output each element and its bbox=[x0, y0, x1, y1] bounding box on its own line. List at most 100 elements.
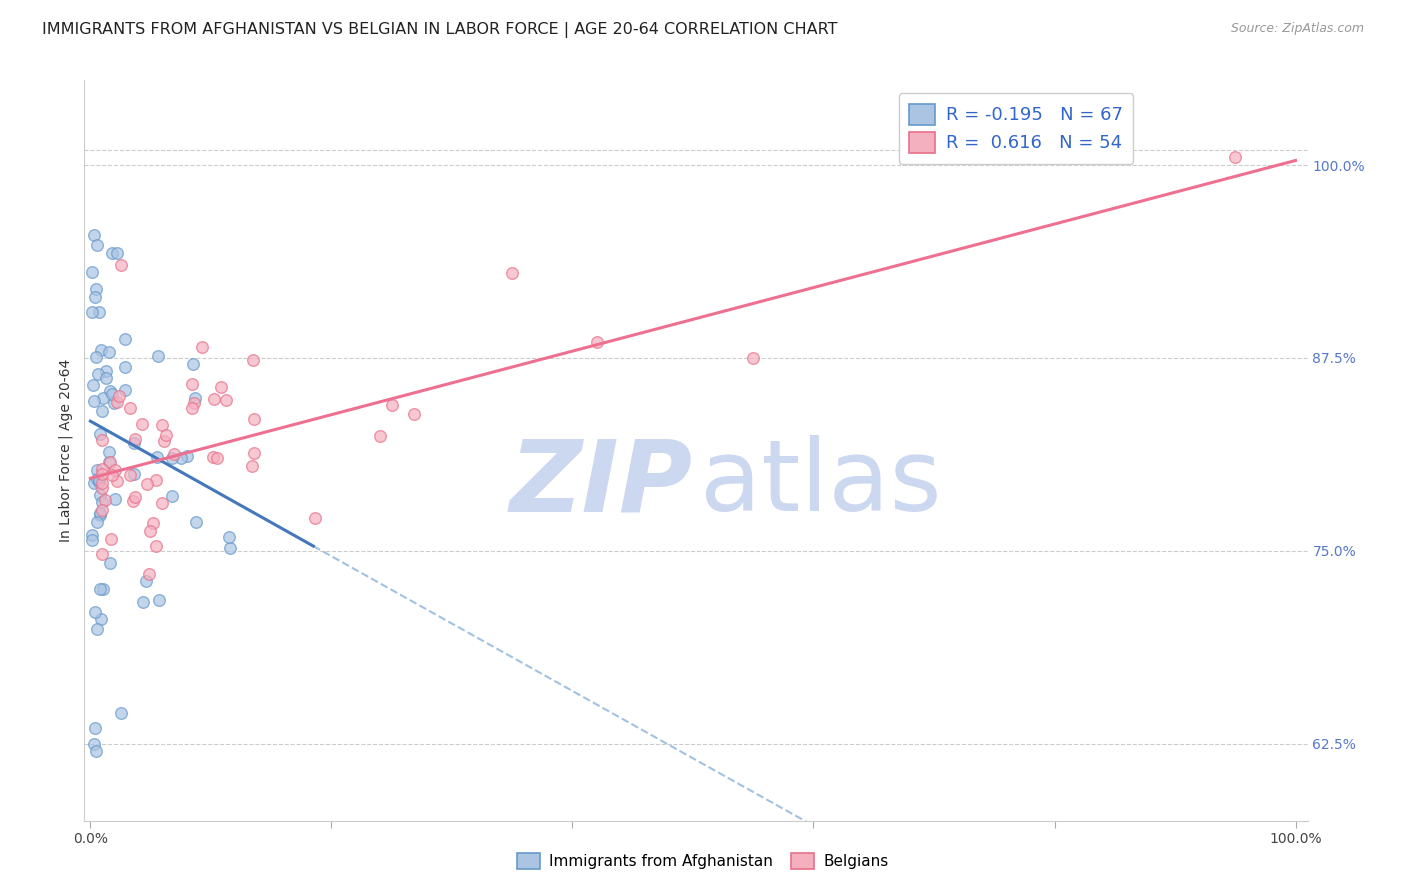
Point bbox=[368, 429, 391, 443]
Point bbox=[110, 706, 132, 720]
Point bbox=[138, 567, 160, 582]
Point bbox=[83, 227, 105, 242]
Point bbox=[89, 506, 111, 520]
Point bbox=[105, 395, 128, 409]
Point bbox=[86, 238, 108, 252]
Point bbox=[89, 508, 111, 523]
Point bbox=[501, 266, 523, 280]
Point bbox=[145, 539, 167, 553]
Point bbox=[91, 547, 114, 561]
Point bbox=[190, 340, 212, 354]
Point bbox=[104, 463, 127, 477]
Point bbox=[240, 459, 263, 474]
Point bbox=[132, 595, 155, 609]
Point bbox=[136, 476, 159, 491]
Point bbox=[86, 281, 108, 295]
Point bbox=[148, 592, 170, 607]
Point bbox=[122, 467, 145, 482]
Point bbox=[105, 245, 128, 260]
Point bbox=[89, 473, 111, 487]
Point bbox=[89, 427, 111, 442]
Point bbox=[176, 449, 198, 463]
Point bbox=[170, 451, 193, 466]
Point bbox=[215, 393, 238, 408]
Point bbox=[83, 737, 105, 751]
Point bbox=[80, 528, 103, 542]
Y-axis label: In Labor Force | Age 20-64: In Labor Force | Age 20-64 bbox=[59, 359, 73, 542]
Point bbox=[218, 530, 240, 544]
Point bbox=[381, 398, 404, 412]
Point bbox=[103, 396, 125, 410]
Point bbox=[150, 417, 173, 432]
Point bbox=[91, 462, 114, 476]
Point bbox=[87, 304, 110, 318]
Point bbox=[131, 417, 153, 432]
Point bbox=[114, 383, 136, 397]
Point bbox=[124, 491, 146, 505]
Point bbox=[118, 468, 141, 483]
Point bbox=[100, 455, 122, 469]
Point bbox=[100, 556, 122, 570]
Point bbox=[84, 605, 107, 619]
Point bbox=[163, 447, 186, 461]
Point bbox=[145, 473, 167, 487]
Point bbox=[82, 377, 104, 392]
Point bbox=[155, 428, 177, 442]
Point bbox=[122, 436, 145, 450]
Point bbox=[86, 473, 108, 487]
Point bbox=[100, 533, 122, 547]
Point bbox=[86, 744, 108, 758]
Point bbox=[86, 623, 108, 637]
Point bbox=[98, 445, 121, 459]
Point bbox=[135, 574, 157, 589]
Point bbox=[180, 377, 202, 392]
Point bbox=[82, 304, 104, 318]
Point bbox=[83, 475, 105, 490]
Point bbox=[183, 396, 205, 410]
Point bbox=[91, 582, 114, 596]
Point bbox=[108, 389, 131, 403]
Point bbox=[94, 371, 117, 385]
Point bbox=[150, 496, 173, 510]
Point bbox=[89, 582, 111, 597]
Point bbox=[80, 533, 103, 547]
Point bbox=[148, 350, 170, 364]
Legend: R = -0.195   N = 67, R =  0.616   N = 54: R = -0.195 N = 67, R = 0.616 N = 54 bbox=[898, 93, 1133, 163]
Point bbox=[207, 451, 229, 466]
Point bbox=[242, 411, 264, 425]
Point bbox=[186, 515, 208, 529]
Point bbox=[98, 384, 121, 398]
Point bbox=[91, 434, 114, 448]
Point bbox=[98, 345, 121, 359]
Point bbox=[202, 392, 225, 407]
Point bbox=[110, 258, 132, 272]
Point bbox=[304, 510, 326, 524]
Point bbox=[101, 246, 124, 260]
Point bbox=[91, 475, 114, 490]
Text: atlas: atlas bbox=[700, 435, 941, 533]
Point bbox=[83, 394, 105, 409]
Point bbox=[160, 489, 183, 503]
Point bbox=[114, 332, 136, 346]
Point bbox=[91, 481, 114, 495]
Point bbox=[91, 502, 114, 516]
Point bbox=[181, 357, 204, 371]
Point bbox=[160, 450, 183, 465]
Point bbox=[209, 380, 232, 394]
Point bbox=[122, 493, 145, 508]
Point bbox=[105, 475, 128, 489]
Point bbox=[101, 468, 124, 483]
Text: IMMIGRANTS FROM AFGHANISTAN VS BELGIAN IN LABOR FORCE | AGE 20-64 CORRELATION CH: IMMIGRANTS FROM AFGHANISTAN VS BELGIAN I… bbox=[42, 22, 838, 38]
Point bbox=[86, 516, 108, 530]
Point bbox=[96, 364, 118, 378]
Point bbox=[84, 290, 107, 304]
Point bbox=[84, 351, 107, 365]
Point bbox=[202, 450, 225, 465]
Point bbox=[100, 387, 122, 401]
Point bbox=[585, 335, 607, 350]
Point bbox=[87, 368, 110, 382]
Legend: Immigrants from Afghanistan, Belgians: Immigrants from Afghanistan, Belgians bbox=[510, 847, 896, 875]
Point bbox=[1225, 150, 1247, 164]
Point bbox=[152, 434, 174, 449]
Point bbox=[242, 352, 264, 367]
